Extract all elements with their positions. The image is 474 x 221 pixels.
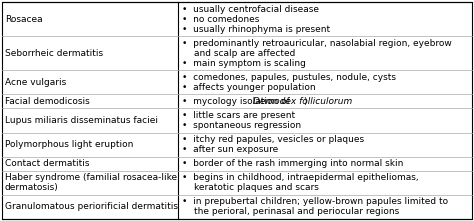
Text: Acne vulgaris: Acne vulgaris [5, 78, 66, 87]
Text: Facial demodicosis: Facial demodicosis [5, 97, 90, 106]
Text: Seborrheic dermatitis: Seborrheic dermatitis [5, 49, 103, 58]
Text: •  in prepubertal children; yellow-brown papules limited to: • in prepubertal children; yellow-brown … [182, 197, 448, 206]
Text: dermatosis): dermatosis) [5, 183, 59, 192]
Text: Demodex folliculorum: Demodex folliculorum [253, 97, 352, 106]
Text: Rosacea: Rosacea [5, 15, 43, 24]
Text: •  little scars are present: • little scars are present [182, 111, 295, 120]
Text: keratotic plaques and scars: keratotic plaques and scars [194, 183, 319, 192]
Text: ): ) [303, 97, 307, 106]
Text: Lupus miliaris disseminatus faciei: Lupus miliaris disseminatus faciei [5, 116, 158, 125]
Text: •  usually rhinophyma is present: • usually rhinophyma is present [182, 25, 330, 34]
Text: •  main symptom is scaling: • main symptom is scaling [182, 59, 306, 68]
Text: •  no comedones: • no comedones [182, 15, 260, 24]
Text: Contact dermatitis: Contact dermatitis [5, 159, 90, 168]
Text: •  comedones, papules, pustules, nodule, cysts: • comedones, papules, pustules, nodule, … [182, 73, 396, 82]
Text: •  usually centrofacial disease: • usually centrofacial disease [182, 5, 319, 13]
Text: the perioral, perinasal and periocular regions: the perioral, perinasal and periocular r… [194, 208, 400, 216]
Text: •  spontaneous regression: • spontaneous regression [182, 121, 301, 130]
Text: •  affects younger population: • affects younger population [182, 83, 316, 92]
Text: Haber syndrome (familial rosacea-like: Haber syndrome (familial rosacea-like [5, 173, 177, 182]
Text: •  predominantly retroauricular, nasolabial region, eyebrow: • predominantly retroauricular, nasolabi… [182, 39, 452, 48]
Text: •  mycology isolation of: • mycology isolation of [182, 97, 293, 106]
Text: Polymorphous light eruption: Polymorphous light eruption [5, 140, 133, 149]
Text: •  after sun exposure: • after sun exposure [182, 145, 279, 154]
Text: •  itchy red papules, vesicles or plaques: • itchy red papules, vesicles or plaques [182, 135, 365, 144]
Text: •  begins in childhood, intraepidermal epitheliomas,: • begins in childhood, intraepidermal ep… [182, 173, 419, 182]
Text: and scalp are affected: and scalp are affected [194, 49, 296, 58]
Text: •  border of the rash immerging into normal skin: • border of the rash immerging into norm… [182, 159, 404, 168]
Text: Granulomatous periorificial dermatitis: Granulomatous periorificial dermatitis [5, 202, 178, 211]
